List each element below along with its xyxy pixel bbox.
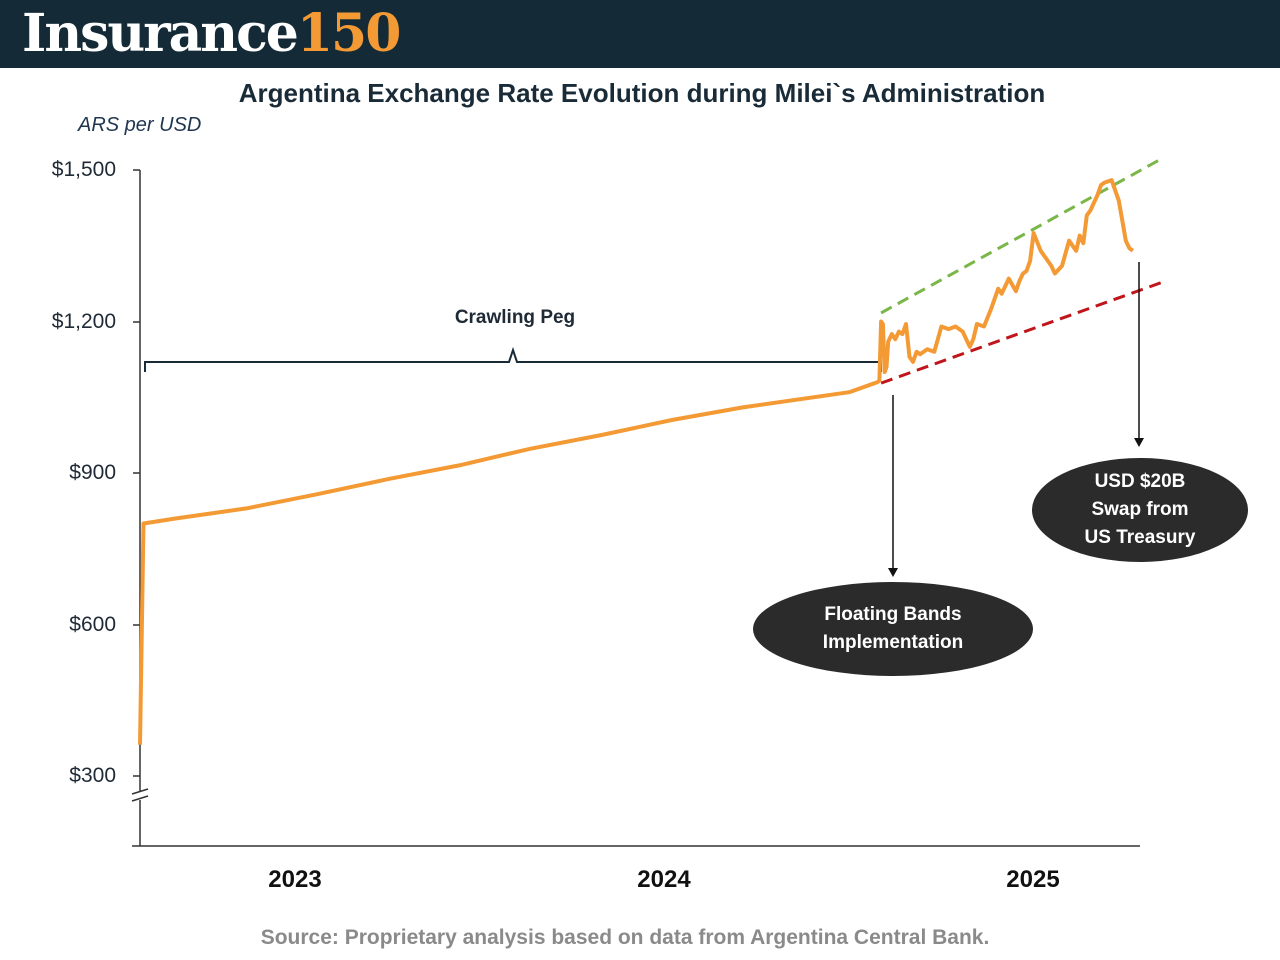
y-tick-label: $1,200: [51, 310, 116, 333]
axis-break-mark: [131, 788, 149, 795]
y-tick-label: $1,500: [51, 158, 116, 181]
crawling-peg-bracket: [144, 346, 882, 372]
chart-title: Argentina Exchange Rate Evolution during…: [238, 78, 1046, 108]
us-swap-callout-line: USD $20B: [1094, 471, 1186, 492]
crawling-peg-label: Crawling Peg: [454, 307, 576, 328]
us-swap-callout-line: Swap from: [1091, 499, 1189, 520]
floating-bands-callout-line: Implementation: [822, 632, 964, 653]
exchange-rate-line: [138, 178, 1135, 745]
brand-logo: Insurance150: [22, 3, 401, 64]
axis-break-gap: [134, 792, 146, 800]
y-tick-label: $600: [69, 613, 116, 636]
floating-bands-arrowhead: [888, 568, 898, 577]
header-bar: Insurance150: [0, 0, 1280, 68]
floating-bands-callout: Floating Bands Implementation: [753, 582, 1033, 676]
upper-band-line: [880, 157, 1163, 315]
source-note: Source: Proprietary analysis based on da…: [260, 926, 990, 949]
x-tick-label: 2024: [637, 866, 691, 893]
lower-band-line: [880, 281, 1162, 385]
y-tick-label: $900: [69, 461, 116, 484]
us-swap-callout: USD $20B Swap from US Treasury: [1032, 458, 1248, 562]
us-swap-callout-line: US Treasury: [1084, 527, 1196, 548]
us-swap-arrowhead: [1134, 438, 1144, 447]
axis-break-mark: [131, 795, 149, 802]
x-tick-label: 2025: [1006, 866, 1060, 893]
x-tick-label: 2023: [268, 866, 322, 893]
y-axis-label: ARS per USD: [78, 114, 202, 136]
floating-bands-callout-line: Floating Bands: [824, 604, 962, 625]
y-tick-label: $300: [69, 764, 116, 787]
